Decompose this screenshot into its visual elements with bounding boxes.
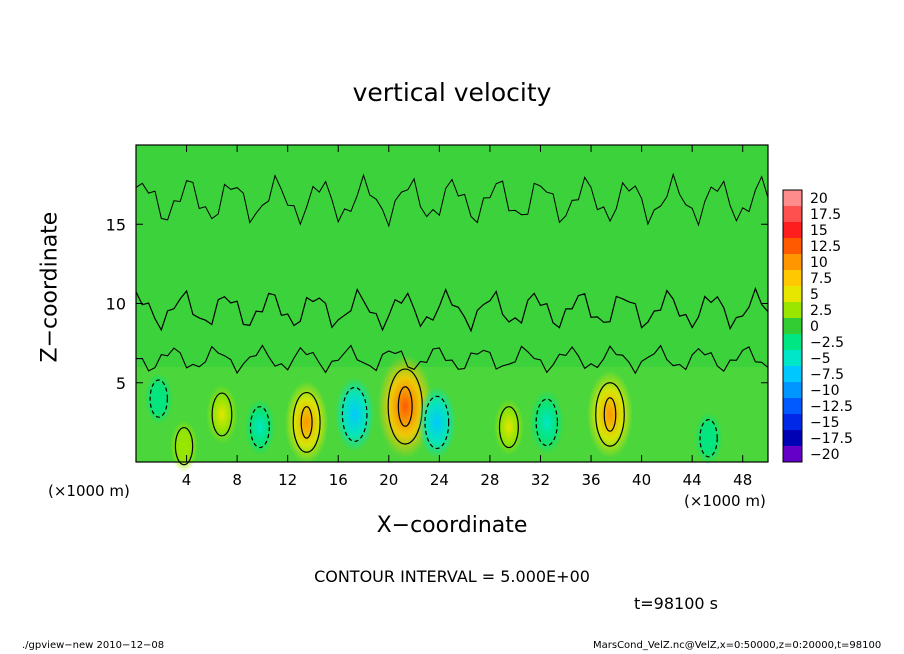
velocity-cell — [244, 398, 276, 456]
x-tick-label: 32 — [531, 471, 550, 489]
colorbar-label: 20 — [810, 191, 828, 207]
colorbar-swatch — [783, 302, 802, 318]
colorbar-swatch — [783, 206, 802, 222]
contour-line — [300, 406, 313, 439]
contour-line — [135, 172, 769, 228]
x-axis-ticks: 4 8 12 16 20 24 28 32 36 40 44 48 — [182, 145, 752, 489]
contour-line — [149, 379, 168, 418]
contour-line — [135, 344, 769, 375]
x-tick-label: 36 — [581, 471, 600, 489]
x-axis-label: X−coordinate — [376, 513, 528, 538]
plot-area — [135, 144, 769, 472]
velocity-cell — [417, 386, 456, 459]
colorbar-label: 7.5 — [810, 271, 832, 287]
x-tick-label: 44 — [683, 471, 702, 489]
velocity-cell — [334, 376, 375, 452]
chart-title: vertical velocity — [352, 78, 552, 107]
colorbar-swatch — [783, 190, 802, 206]
contour-line — [498, 406, 519, 449]
colorbar-swatch — [783, 430, 802, 446]
velocity-cell — [493, 398, 525, 456]
contour-line — [341, 386, 368, 443]
colorbar: 2017.51512.5107.552.50−2.5−5−7.5−10−12.5… — [782, 189, 853, 463]
contour-line — [135, 286, 769, 333]
contour-line — [603, 397, 617, 432]
y-axis-ticks: 5 10 15 — [106, 215, 768, 393]
x-tick-label: 4 — [182, 471, 192, 489]
colorbar-label: 10 — [810, 255, 828, 271]
footer-program: ./gpview−new 2010−12−08 — [22, 640, 165, 651]
colorbar-label: 15 — [810, 223, 828, 239]
x-tick-label: 48 — [733, 471, 752, 489]
x-tick-label: 20 — [379, 471, 398, 489]
colorbar-label: 0 — [810, 319, 819, 335]
colorbar-label: −5 — [810, 351, 831, 367]
colorbar-frame — [782, 189, 803, 463]
colorbar-swatch — [783, 334, 802, 350]
x-axis-unit-left: (×1000 m) — [48, 482, 130, 500]
contour-line — [699, 419, 718, 458]
time-label: t=98100 s — [634, 594, 718, 613]
contour-line — [249, 406, 270, 449]
x-tick-label: 40 — [632, 471, 651, 489]
y-tick-label: 5 — [116, 374, 126, 393]
x-tick-label: 12 — [278, 471, 297, 489]
y-tick-label: 15 — [106, 215, 126, 234]
contour-line — [424, 395, 450, 450]
colorbar-label: −10 — [810, 383, 840, 399]
colorbar-swatch — [783, 238, 802, 254]
contour-line — [397, 386, 413, 427]
x-tick-label: 16 — [329, 471, 348, 489]
velocity-cell — [144, 372, 173, 425]
colorbar-swatch — [783, 414, 802, 430]
x-tick-label: 28 — [480, 471, 499, 489]
colorbar-swatch — [783, 286, 802, 302]
colorbar-swatch — [783, 446, 802, 462]
contour-line — [535, 398, 559, 447]
colorbar-label: −20 — [810, 447, 840, 463]
colorbar-label: 17.5 — [810, 207, 841, 223]
colorbar-label: −2.5 — [810, 335, 844, 351]
footer-source: MarsCond_VelZ.nc@VelZ,x=0:50000,z=0:2000… — [593, 640, 882, 651]
colorbar-swatch — [783, 254, 802, 270]
colorbar-swatch — [783, 350, 802, 366]
contour-interval-note: CONTOUR INTERVAL = 5.000E+00 — [314, 567, 590, 586]
colorbar-swatch — [783, 270, 802, 286]
colorbar-label: −12.5 — [810, 399, 853, 415]
velocity-cell — [529, 390, 564, 455]
contour-line — [211, 392, 233, 437]
contour-line — [595, 382, 625, 447]
x-tick-label: 24 — [430, 471, 449, 489]
contour-line — [174, 426, 194, 466]
colorbar-label: −15 — [810, 415, 840, 431]
colorbar-swatch — [783, 398, 802, 414]
velocity-cell — [170, 420, 198, 472]
contour-line — [292, 391, 321, 453]
velocity-cell — [284, 380, 329, 464]
colorbar-swatch — [783, 318, 802, 334]
x-tick-label: 8 — [232, 471, 242, 489]
colorbar-label: 2.5 — [810, 303, 832, 319]
velocity-cell — [694, 412, 723, 465]
colorbar-label: −17.5 — [810, 431, 853, 447]
velocity-cell — [206, 384, 238, 445]
colorbar-swatch — [783, 382, 802, 398]
colorbar-label: 5 — [810, 287, 819, 303]
colorbar-swatch — [783, 222, 802, 238]
colorbar-label: 12.5 — [810, 239, 841, 255]
colorbar-swatch — [783, 366, 802, 382]
velocity-cell — [587, 370, 633, 459]
y-tick-label: 10 — [106, 295, 126, 314]
colorbar-label: −7.5 — [810, 367, 844, 383]
x-axis-unit-right: (×1000 m) — [684, 492, 766, 510]
